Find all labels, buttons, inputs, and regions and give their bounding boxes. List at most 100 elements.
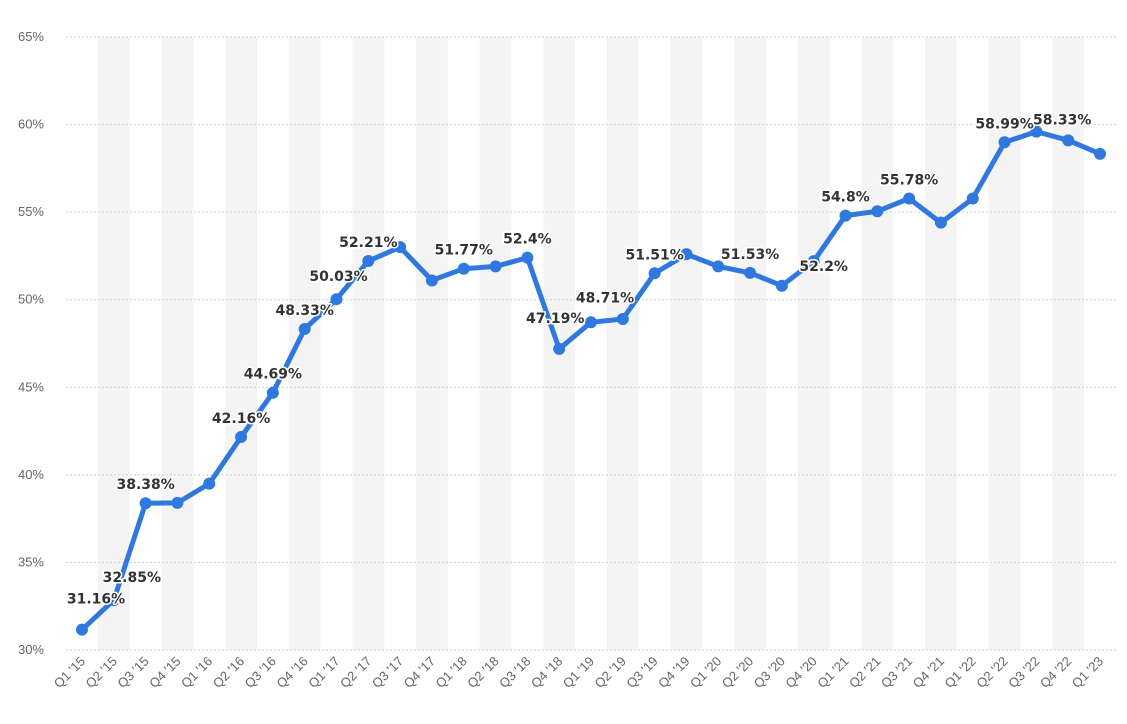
data-point[interactable]: [585, 316, 597, 329]
data-point[interactable]: [1094, 147, 1106, 160]
data-point[interactable]: [171, 496, 184, 509]
data-point[interactable]: [998, 136, 1011, 149]
data-label: 31.16%: [67, 592, 125, 608]
x-tick-label: Q1 '17: [305, 654, 342, 691]
data-label: 48.71%: [576, 290, 634, 306]
data-point[interactable]: [680, 248, 693, 261]
column-bands: [97, 37, 1085, 650]
x-tick-label: Q3 '17: [369, 654, 406, 691]
data-label: 38.38%: [116, 477, 174, 493]
x-tick-label: Q2 '22: [973, 654, 1010, 691]
x-tick-label: Q2 '19: [592, 654, 629, 691]
column-band: [479, 37, 512, 650]
y-tick-label: 30%: [18, 642, 44, 657]
y-tick-label: 65%: [18, 29, 44, 44]
y-tick-label: 35%: [18, 554, 44, 569]
data-point[interactable]: [712, 260, 725, 273]
data-label: 52.21%: [339, 235, 397, 251]
column-band: [352, 37, 385, 650]
data-point[interactable]: [76, 623, 88, 636]
x-tick-label: Q3 '21: [878, 654, 915, 691]
x-tick-label: Q4 '16: [273, 654, 310, 691]
y-tick-label: 60%: [18, 117, 44, 132]
x-tick-label: Q3 '19: [623, 654, 660, 691]
data-label: 51.51%: [625, 247, 683, 263]
data-point[interactable]: [330, 293, 343, 306]
data-point[interactable]: [362, 255, 375, 268]
data-labels: 31.16% 32.85% 38.38% 42.16% 44.69% 48.33% 50.0…: [65, 111, 1093, 609]
data-point[interactable]: [235, 431, 248, 444]
data-point[interactable]: [266, 386, 279, 399]
column-band: [1052, 37, 1085, 650]
x-tick-label: Q3 '18: [496, 654, 533, 691]
x-tick-label: Q3 '15: [114, 654, 151, 691]
y-tick-label: 55%: [18, 204, 44, 219]
data-point[interactable]: [425, 274, 438, 287]
data-point[interactable]: [489, 260, 502, 273]
x-tick-label: Q2 '21: [846, 654, 883, 691]
x-tick-label: Q1 '23: [1069, 654, 1106, 691]
data-points: [76, 125, 1106, 636]
data-point[interactable]: [203, 477, 216, 490]
data-point[interactable]: [107, 594, 120, 607]
x-tick-label: Q1 '20: [687, 654, 724, 691]
data-point[interactable]: [807, 255, 820, 268]
x-tick-label: Q1 '16: [178, 654, 215, 691]
x-tick-label: Q4 '15: [146, 654, 183, 691]
data-label: 50.03%: [309, 269, 367, 285]
data-label: 48.33%: [276, 303, 334, 319]
data-point[interactable]: [298, 322, 311, 335]
data-label: 58.33%: [1033, 112, 1091, 128]
x-tick-label: Q1 '22: [941, 654, 978, 691]
x-tick-label: Q4 '17: [401, 654, 438, 691]
data-label: 32.85%: [103, 570, 161, 586]
x-tick-label: Q4 '20: [782, 654, 819, 691]
x-tick-label: Q2 '20: [719, 654, 756, 691]
x-tick-label: Q1 '19: [560, 654, 597, 691]
data-point[interactable]: [871, 205, 884, 218]
data-point[interactable]: [521, 251, 534, 264]
data-label: 51.77%: [435, 243, 493, 259]
data-point[interactable]: [934, 216, 947, 229]
data-point[interactable]: [394, 241, 407, 254]
column-band: [416, 37, 448, 650]
column-band: [734, 37, 766, 650]
x-tick-label: Q1 '21: [814, 654, 851, 691]
data-point[interactable]: [744, 266, 757, 279]
y-axis: 30% 35% 40% 45% 50% 55% 60% 65%: [18, 29, 44, 657]
data-label: 58.99%: [975, 116, 1033, 132]
column-band: [288, 37, 321, 650]
data-point[interactable]: [616, 312, 629, 325]
data-point[interactable]: [966, 192, 979, 205]
x-tick-label: Q4 '18: [528, 654, 565, 691]
column-band: [97, 37, 130, 650]
data-point[interactable]: [839, 209, 852, 222]
data-label: 52.2%: [799, 259, 848, 275]
data-point[interactable]: [903, 192, 916, 205]
data-label: 47.19%: [526, 311, 584, 327]
data-point[interactable]: [139, 497, 152, 510]
data-label: 54.8%: [821, 190, 870, 206]
data-point[interactable]: [775, 279, 788, 292]
x-tick-label: Q4 '22: [1037, 654, 1074, 691]
x-tick-label: Q1 '15: [51, 654, 88, 691]
data-point[interactable]: [1062, 134, 1075, 147]
column-band: [797, 37, 830, 650]
gridlines: [66, 36, 1118, 651]
data-point[interactable]: [457, 262, 470, 275]
column-band: [925, 37, 957, 650]
data-point[interactable]: [553, 342, 566, 355]
column-band: [161, 37, 194, 650]
y-tick-label: 45%: [18, 379, 44, 394]
data-point[interactable]: [648, 267, 661, 280]
data-label: 55.78%: [880, 172, 938, 188]
x-tick-label: Q3 '22: [1005, 654, 1042, 691]
x-tick-label: Q1 '18: [432, 654, 469, 691]
x-tick-label: Q3 '20: [751, 654, 788, 691]
y-tick-label: 40%: [18, 467, 44, 482]
x-tick-label: Q2 '16: [210, 654, 247, 691]
column-band: [861, 37, 894, 650]
data-point[interactable]: [1030, 125, 1043, 138]
